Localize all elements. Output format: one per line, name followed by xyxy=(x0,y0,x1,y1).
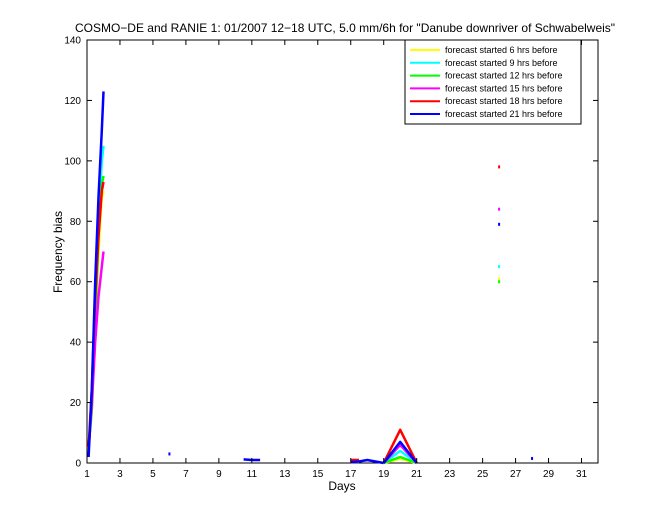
x-tick-label: 11 xyxy=(247,469,258,480)
legend-items: forecast started 6 hrs before forecast st… xyxy=(410,45,563,119)
series-line xyxy=(350,458,384,465)
x-tick-label: 19 xyxy=(378,469,390,480)
series-line xyxy=(87,91,105,458)
x-tick-label: 13 xyxy=(279,469,291,480)
x-axis-label: Days xyxy=(328,479,355,493)
legend-entry: forecast started 12 hrs before xyxy=(445,71,563,81)
x-tick-label: 3 xyxy=(117,469,123,480)
series-line xyxy=(382,440,418,464)
x-tick-label: 17 xyxy=(345,469,357,480)
series-line xyxy=(383,455,418,465)
y-tick-label: 120 xyxy=(64,96,81,107)
chart-title: COSMO−DE and RANIE 1: 01/2007 12−18 UTC,… xyxy=(75,21,615,35)
y-tick-label: 20 xyxy=(70,398,82,409)
y-tick-label: 60 xyxy=(70,277,82,288)
series-layer xyxy=(87,91,534,465)
legend-entry: forecast started 9 hrs before xyxy=(445,58,558,68)
legend-entry: forecast started 21 hrs before xyxy=(445,109,563,119)
x-tick-label: 25 xyxy=(477,469,489,480)
legend-box xyxy=(404,39,582,125)
series-line xyxy=(382,428,418,464)
legend-entry: forecast started 18 hrs before xyxy=(445,96,563,106)
legend-entry: forecast started 15 hrs before xyxy=(445,83,563,93)
x-tick-label: 27 xyxy=(510,469,522,480)
legend: forecast started 6 hrs before forecast st… xyxy=(404,39,582,125)
y-tick-label: 100 xyxy=(64,156,81,167)
y-tick-label: 40 xyxy=(70,338,82,349)
y-tick-label: 140 xyxy=(64,36,81,47)
series-line xyxy=(382,449,418,465)
x-tick-label: 29 xyxy=(543,469,555,480)
x-tick-label: 21 xyxy=(411,469,423,480)
x-tick-label: 15 xyxy=(312,469,324,480)
tick-layer: 1 3 5 7 9 11 13 15 17 19 21 23 25 27 29 310204060801001… xyxy=(64,36,598,480)
x-tick-label: 7 xyxy=(183,469,189,480)
x-tick-label: 9 xyxy=(216,469,222,480)
legend-entry: forecast started 6 hrs before xyxy=(445,45,558,55)
x-tick-label: 23 xyxy=(444,469,456,480)
y-tick-label: 0 xyxy=(75,459,81,470)
y-axis-label: Frequency bias xyxy=(51,211,65,293)
x-tick-label: 5 xyxy=(150,469,156,480)
y-tick-label: 80 xyxy=(70,217,82,228)
x-tick-label: 1 xyxy=(84,469,90,480)
x-tick-label: 31 xyxy=(576,469,588,480)
